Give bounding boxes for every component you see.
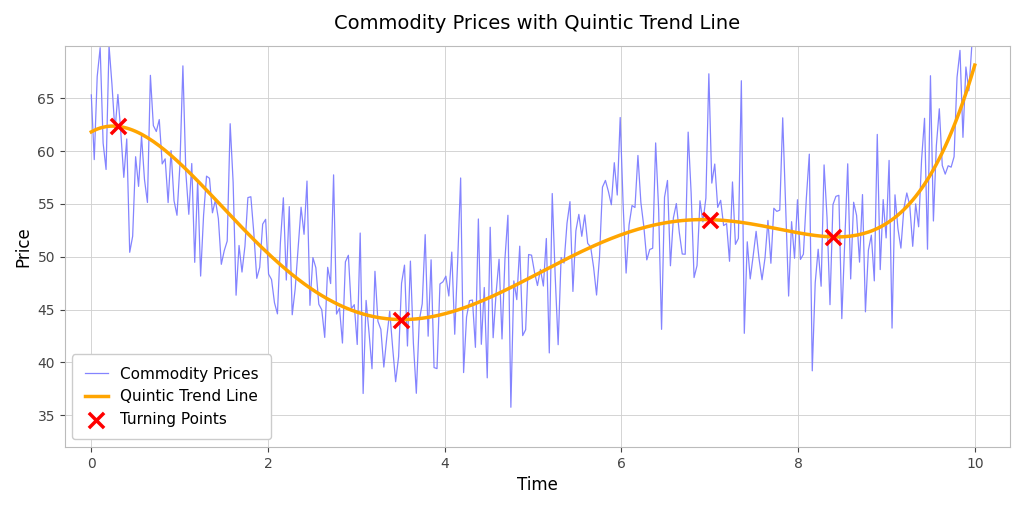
Turning Points	[110, 122, 126, 131]
Commodity Prices	[85, 92, 97, 98]
Quintic Trend Line	[889, 214, 901, 220]
Quintic Trend Line	[611, 233, 624, 239]
Commodity Prices	[617, 202, 630, 208]
Commodity Prices	[614, 114, 627, 120]
Commodity Prices	[892, 226, 904, 232]
Quintic Trend Line	[88, 128, 100, 134]
Turning Points	[825, 233, 842, 241]
Turning Points	[392, 315, 409, 324]
Quintic Trend Line	[395, 316, 408, 323]
Commodity Prices	[88, 156, 100, 163]
Commodity Prices	[632, 152, 644, 158]
Legend: Commodity Prices, Quintic Trend Line, Turning Points: Commodity Prices, Quintic Trend Line, Tu…	[73, 355, 270, 439]
Commodity Prices	[102, 43, 115, 49]
Y-axis label: Price: Price	[14, 226, 32, 267]
X-axis label: Time: Time	[517, 476, 558, 494]
Commodity Prices	[836, 315, 848, 322]
Commodity Prices	[505, 404, 517, 410]
Line: Commodity Prices: Commodity Prices	[91, 46, 975, 407]
Quintic Trend Line	[833, 234, 845, 240]
Quintic Trend Line	[614, 232, 627, 238]
Title: Commodity Prices with Quintic Trend Line: Commodity Prices with Quintic Trend Line	[335, 14, 740, 33]
Quintic Trend Line	[85, 129, 97, 135]
Line: Quintic Trend Line: Quintic Trend Line	[91, 65, 975, 320]
Quintic Trend Line	[969, 62, 981, 68]
Turning Points	[701, 215, 718, 224]
Commodity Prices	[969, 43, 981, 49]
Quintic Trend Line	[629, 227, 641, 233]
